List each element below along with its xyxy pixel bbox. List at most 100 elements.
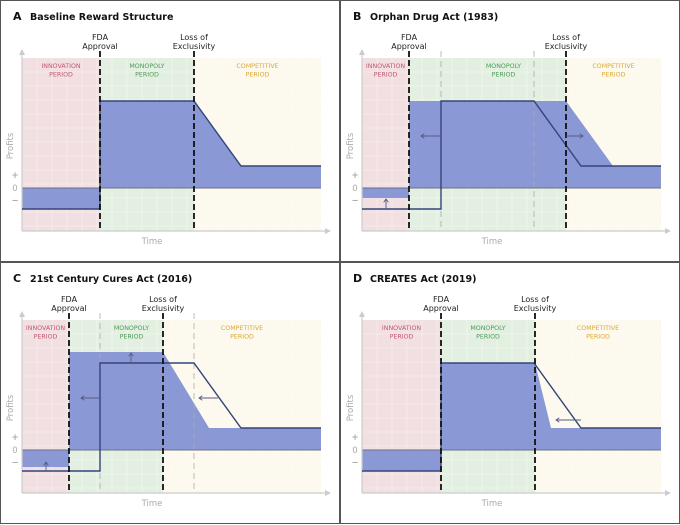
diagram: A Baseline Reward Structure INNOVATION PERI…: [6, 10, 331, 247]
minus-marker: −: [351, 458, 358, 468]
y-axis-label: Profits: [346, 394, 356, 421]
panel-letter: B: [353, 10, 361, 23]
innovation-period-bg: [362, 58, 409, 231]
competitive-period-label: PERIOD: [586, 334, 610, 341]
shift-arrow-icon: [198, 395, 218, 401]
monopoly-period-label: PERIOD: [492, 72, 516, 79]
plus-marker: +: [11, 433, 18, 443]
shift-arrow-icon: [43, 461, 49, 471]
monopoly-period-label: PERIOD: [135, 72, 159, 79]
profit-area: [69, 352, 321, 450]
panel-a: A Baseline Reward Structure INNOVATION PERI…: [0, 0, 340, 262]
monopoly-period-label: MONOPOLY: [470, 325, 505, 332]
panel-c: C 21st Century Cures Act (2016) INNOVATION…: [0, 262, 340, 524]
fda-label: Approval: [82, 42, 118, 51]
baseline-profit-line: [22, 362, 321, 472]
x-axis-arrow-icon: [665, 228, 671, 234]
y-axis-arrow-icon: [19, 49, 25, 55]
innovation-period-bg: [22, 320, 69, 493]
shift-arrow-icon: [555, 417, 581, 423]
x-axis-label: Time: [481, 499, 503, 509]
x-axis-label: Time: [481, 237, 503, 247]
competitive-period-label: COMPETITIVE: [592, 63, 634, 70]
loe-label: Loss of: [521, 295, 549, 304]
fda-label: Approval: [391, 42, 427, 51]
diagram: C 21st Century Cures Act (2016) INNOVATION…: [6, 272, 331, 509]
monopoly-period-label: PERIOD: [120, 334, 144, 341]
panel-letter: D: [353, 272, 362, 285]
plus-marker: +: [11, 171, 18, 181]
panel-letter: C: [13, 272, 21, 285]
diagram: D CREATES Act (2019) INNOVATION PERIOD MONOP…: [346, 272, 671, 509]
monopoly-period-label: PERIOD: [476, 334, 500, 341]
y-axis-arrow-icon: [19, 311, 25, 317]
innovation-loss-area: [362, 450, 441, 471]
y-axis-label: Profits: [6, 394, 16, 421]
loe-label: Exclusivity: [142, 304, 185, 313]
fda-label: FDA: [433, 295, 450, 304]
zero-marker: 0: [352, 446, 357, 456]
x-axis-arrow-icon: [325, 228, 331, 234]
fda-label: Approval: [423, 304, 459, 313]
innovation-period-label: INNOVATION: [41, 63, 81, 70]
innovation-period-label: INNOVATION: [26, 325, 66, 332]
diagram: B Orphan Drug Act (1983) INNOVATION PERIOD M…: [346, 10, 671, 247]
innovation-loss-area: [22, 450, 69, 467]
monopoly-period-label: MONOPOLY: [486, 63, 521, 70]
y-axis-label: Profits: [6, 132, 16, 159]
y-axis-label: Profits: [346, 132, 356, 159]
fda-label: Approval: [51, 304, 87, 313]
innovation-period-label: PERIOD: [49, 72, 73, 79]
plus-marker: +: [351, 433, 358, 443]
competitive-period-label: PERIOD: [246, 72, 270, 79]
innovation-period-label: INNOVATION: [382, 325, 422, 332]
competitive-period-label: COMPETITIVE: [236, 63, 278, 70]
monopoly-period-label: MONOPOLY: [114, 325, 149, 332]
fda-label: FDA: [61, 295, 78, 304]
panel-title: 21st Century Cures Act (2016): [30, 274, 192, 285]
minus-marker: −: [351, 196, 358, 206]
loe-label: Loss of: [552, 33, 580, 42]
plus-marker: +: [351, 171, 358, 181]
loe-label: Exclusivity: [173, 42, 216, 51]
fda-label: FDA: [92, 33, 109, 42]
baseline-profit-line: [362, 100, 661, 210]
x-axis-arrow-icon: [665, 490, 671, 496]
shift-arrow-icon: [566, 133, 584, 139]
x-axis-label: Time: [141, 237, 163, 247]
innovation-period-label: PERIOD: [34, 334, 58, 341]
competitive-period-label: COMPETITIVE: [221, 325, 263, 332]
loe-label: Loss of: [149, 295, 177, 304]
x-axis-label: Time: [141, 499, 163, 509]
loe-label: Exclusivity: [514, 304, 557, 313]
competitive-period-label: PERIOD: [230, 334, 254, 341]
baseline-profit-line: [22, 100, 321, 210]
y-axis-arrow-icon: [359, 49, 365, 55]
panel-letter: A: [13, 10, 22, 23]
x-axis-arrow-icon: [325, 490, 331, 496]
panel-title: CREATES Act (2019): [370, 274, 476, 285]
competitive-period-label: COMPETITIVE: [577, 325, 619, 332]
loe-label: Loss of: [180, 33, 208, 42]
zero-marker: 0: [12, 446, 17, 456]
panel-b: B Orphan Drug Act (1983) INNOVATION PERIOD M…: [340, 0, 680, 262]
panel-d: D CREATES Act (2019) INNOVATION PERIOD MONOP…: [340, 262, 680, 524]
innovation-loss-area: [362, 188, 409, 198]
baseline-profit-line: [362, 362, 661, 472]
minus-marker: −: [11, 458, 18, 468]
fda-label: FDA: [401, 33, 418, 42]
y-axis-arrow-icon: [359, 311, 365, 317]
panel-title: Orphan Drug Act (1983): [370, 12, 498, 23]
loe-label: Exclusivity: [545, 42, 588, 51]
innovation-loss-area: [22, 188, 100, 209]
zero-marker: 0: [352, 184, 357, 194]
shift-arrow-icon: [128, 352, 134, 363]
shift-arrow-icon: [383, 198, 389, 209]
minus-marker: −: [11, 196, 18, 206]
zero-marker: 0: [12, 184, 17, 194]
competitive-period-bg: [535, 320, 661, 493]
innovation-period-label: PERIOD: [374, 72, 398, 79]
monopoly-period-label: MONOPOLY: [129, 63, 164, 70]
innovation-period-label: PERIOD: [390, 334, 414, 341]
